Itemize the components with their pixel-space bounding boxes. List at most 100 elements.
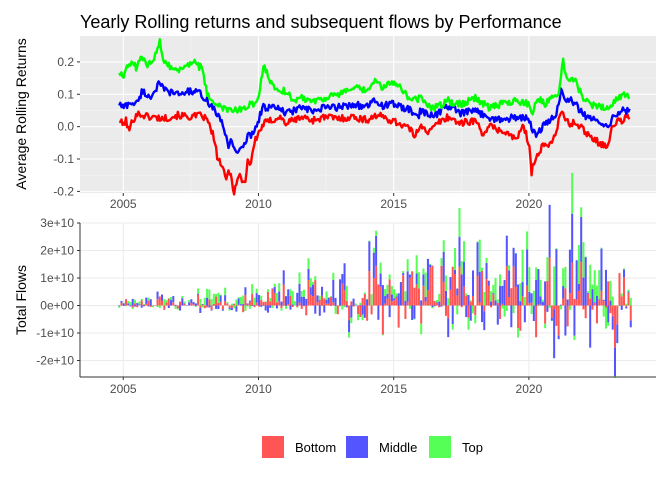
flow-bar-middle — [140, 305, 143, 308]
flow-bar-bottom — [302, 305, 306, 307]
flow-bar-middle — [316, 295, 319, 303]
flow-bar-top — [476, 241, 479, 243]
flow-bar-bottom — [598, 300, 601, 306]
flow-bar-middle — [388, 305, 391, 318]
flow-bar-middle — [564, 305, 567, 336]
flow-bar-bottom — [230, 305, 233, 308]
flow-bar-top — [629, 297, 632, 306]
flow-bar-bottom — [327, 303, 330, 306]
flow-bar-bottom — [215, 296, 218, 306]
flow-bar-top — [532, 290, 535, 306]
flow-bar-middle — [280, 301, 283, 306]
flow-bar-middle — [127, 303, 130, 306]
flow-bar-bottom — [217, 302, 220, 306]
chart-title: Yearly Rolling returns and subsequent fl… — [80, 12, 562, 32]
flow-bar-top — [568, 305, 571, 310]
x-tick-label: 2010 — [245, 197, 272, 211]
flow-bar-top — [199, 298, 202, 306]
flow-bar-top — [239, 297, 242, 305]
flow-bar-bottom — [593, 303, 596, 306]
flow-bar-middle — [613, 347, 616, 377]
flow-bar-bottom — [604, 305, 607, 308]
flow-bar-bottom — [505, 265, 508, 306]
flow-bar-bottom — [442, 281, 445, 306]
flow-bar-middle — [499, 286, 502, 306]
flow-bar-top — [595, 285, 598, 296]
flow-bar-middle — [190, 299, 193, 303]
flow-bar-bottom — [544, 305, 547, 324]
legend-label-middle: Middle — [379, 440, 417, 455]
flow-bar-bottom — [264, 301, 267, 306]
flow-bar-top — [395, 293, 398, 297]
flow-bar-bottom — [492, 294, 495, 306]
flow-bar-bottom — [456, 295, 459, 306]
flow-bar-top — [517, 328, 520, 338]
flow-bar-top — [140, 298, 143, 301]
flow-bar-middle — [420, 300, 423, 306]
flow-bar-top — [235, 299, 238, 306]
x-tick-label: 2010 — [245, 382, 272, 396]
flow-bar-middle — [559, 304, 562, 306]
flow-bar-middle — [573, 305, 576, 336]
flow-bar-top — [246, 305, 249, 307]
flow-bar-middle — [424, 296, 427, 302]
flow-bar-top — [604, 307, 607, 329]
flow-bar-top — [253, 297, 256, 306]
flow-bar-bottom — [131, 305, 134, 308]
flow-bar-top — [564, 266, 567, 289]
flow-bar-bottom — [124, 299, 127, 306]
flow-bar-top — [309, 278, 312, 288]
flow-bar-top — [334, 306, 337, 314]
flow-bar-middle — [523, 305, 526, 323]
flow-bar-top — [528, 267, 531, 292]
flow-bar-bottom — [309, 295, 312, 306]
flow-bar-top — [431, 307, 434, 309]
flow-bar-middle — [625, 306, 628, 309]
flow-bar-middle — [201, 304, 204, 305]
flow-bar-bottom — [257, 305, 260, 307]
flow-bar-top — [388, 274, 391, 280]
flow-bar-top — [607, 322, 610, 326]
flow-bar-bottom — [444, 305, 447, 316]
flow-bar-middle — [210, 309, 213, 311]
flow-bar-middle — [408, 274, 411, 278]
flow-bar-bottom — [453, 274, 456, 306]
flow-bar-middle — [192, 302, 195, 305]
flow-bar-middle — [309, 287, 312, 295]
flow-bar-bottom — [586, 293, 589, 306]
flow-bar-top — [210, 299, 213, 306]
flow-bar-middle — [557, 335, 560, 340]
returns-x-ticks: 2005 2010 2015 2020 — [110, 193, 543, 211]
flow-bar-top — [275, 292, 278, 303]
flow-bar-bottom — [341, 283, 344, 306]
flow-bar-top — [170, 297, 173, 301]
flow-bar-bottom — [496, 303, 499, 306]
flow-bar-top — [372, 247, 375, 253]
flow-bar-bottom — [580, 261, 583, 306]
flow-bar-middle — [348, 320, 351, 333]
flow-bar-bottom — [307, 279, 310, 306]
flow-bar-top — [370, 294, 373, 306]
flow-bar-bottom — [372, 277, 375, 306]
returns-panel: Yearly Rolling returns and subsequent fl… — [13, 12, 656, 211]
flow-bar-middle — [375, 235, 378, 266]
line-top — [118, 38, 631, 116]
flow-bar-middle — [174, 304, 177, 306]
flow-bar-top — [402, 271, 405, 274]
flow-bar-top — [194, 306, 197, 307]
flow-bar-middle — [246, 303, 249, 305]
x-tick-label: 2015 — [380, 197, 407, 211]
flow-bar-middle — [219, 295, 222, 302]
flow-bar-middle — [131, 298, 134, 306]
flow-bar-middle — [496, 305, 499, 325]
flow-bar-top — [208, 289, 211, 300]
flow-bar-bottom — [269, 301, 272, 306]
flow-bar-bottom — [469, 301, 472, 306]
flow-bar-middle — [237, 298, 240, 305]
flow-bar-top — [462, 241, 466, 262]
flow-bar-bottom — [246, 304, 249, 306]
flow-bar-top — [408, 305, 411, 309]
flow-bar-bottom — [568, 293, 571, 306]
flow-bar-middle — [147, 305, 150, 307]
